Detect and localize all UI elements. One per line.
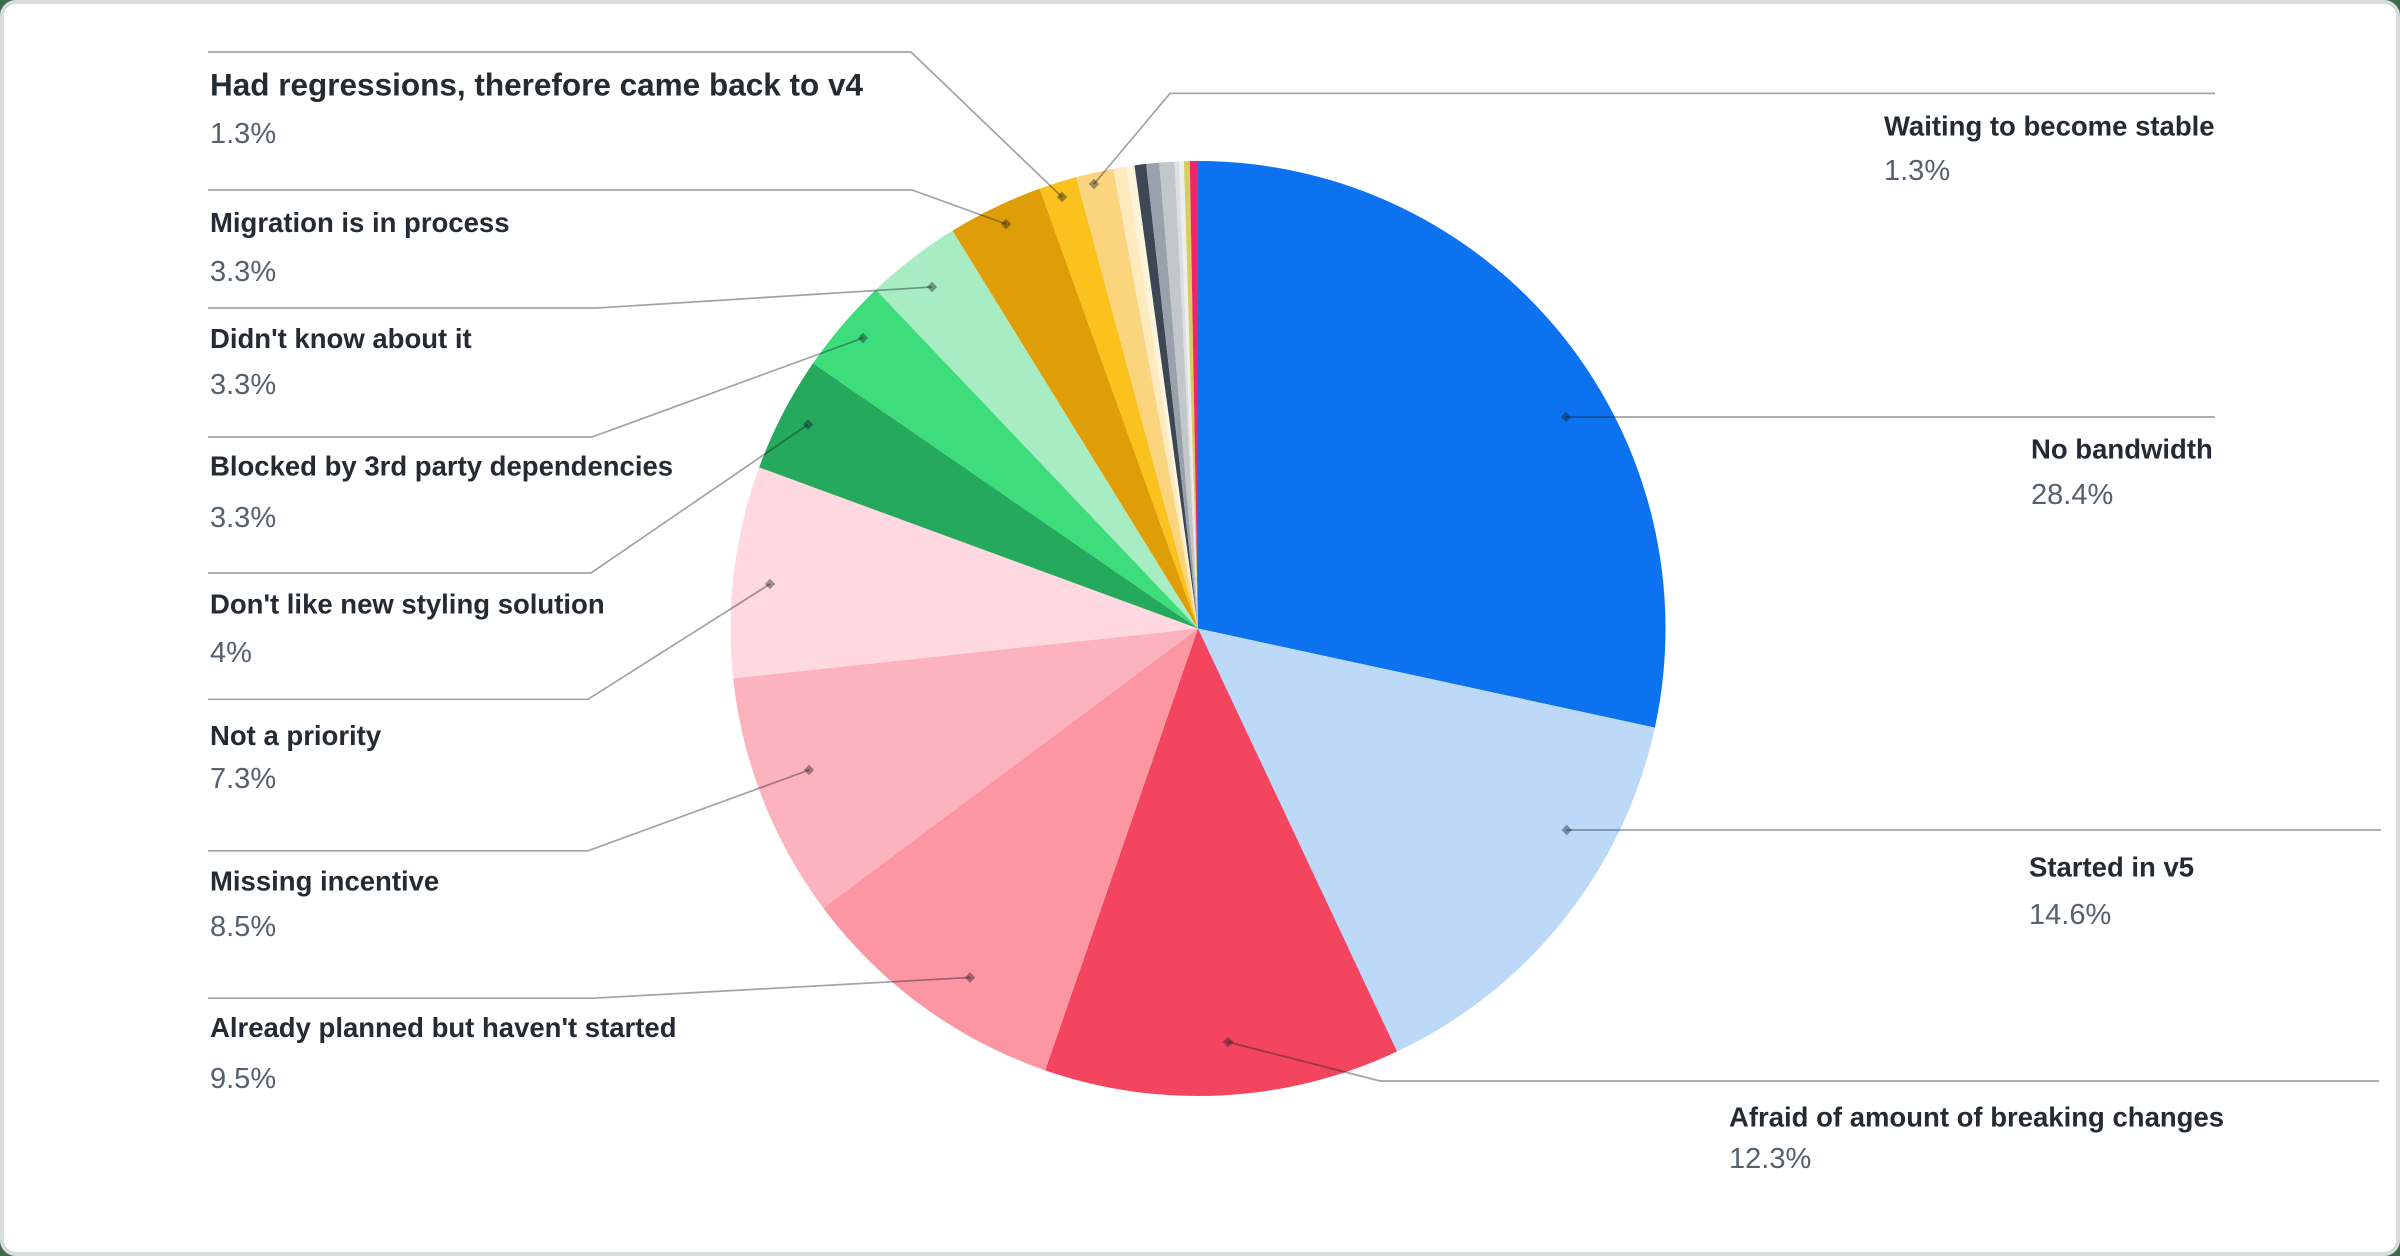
svg-text:Don't like new styling solutio: Don't like new styling solution <box>210 589 605 620</box>
svg-text:3.3%: 3.3% <box>210 256 276 288</box>
svg-text:Waiting to become stable: Waiting to become stable <box>1884 111 2215 142</box>
svg-text:No bandwidth: No bandwidth <box>2031 434 2213 465</box>
svg-text:9.5%: 9.5% <box>210 1063 276 1095</box>
svg-text:7.3%: 7.3% <box>210 763 276 795</box>
svg-text:12.3%: 12.3% <box>1729 1143 1811 1175</box>
svg-text:Missing incentive: Missing incentive <box>210 866 439 897</box>
svg-text:3.3%: 3.3% <box>210 502 276 534</box>
svg-text:4%: 4% <box>210 637 252 669</box>
svg-text:Didn't know about it: Didn't know about it <box>210 323 472 354</box>
svg-text:Not a priority: Not a priority <box>210 720 382 751</box>
svg-text:Afraid of amount of breaking c: Afraid of amount of breaking changes <box>1729 1102 2224 1133</box>
svg-text:8.5%: 8.5% <box>210 911 276 943</box>
svg-text:14.6%: 14.6% <box>2029 899 2111 931</box>
svg-text:Migration is in process: Migration is in process <box>210 207 510 238</box>
svg-text:1.3%: 1.3% <box>210 118 276 150</box>
svg-text:28.4%: 28.4% <box>2031 479 2113 511</box>
svg-text:Already planned but haven't st: Already planned but haven't started <box>210 1012 677 1043</box>
svg-text:1.3%: 1.3% <box>1884 155 1950 187</box>
svg-text:Started in v5: Started in v5 <box>2029 852 2194 883</box>
svg-text:3.3%: 3.3% <box>210 369 276 401</box>
svg-text:Blocked by 3rd party dependenc: Blocked by 3rd party dependencies <box>210 451 673 482</box>
svg-text:Had regressions, therefore cam: Had regressions, therefore came back to … <box>210 67 864 103</box>
